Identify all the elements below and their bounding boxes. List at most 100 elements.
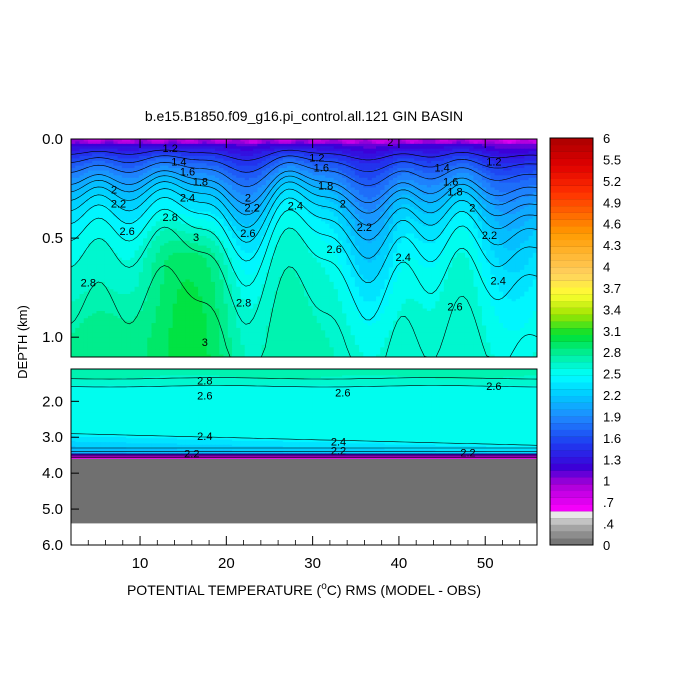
contour-label: 2.2: [184, 448, 199, 460]
colorbar-label: 0: [603, 538, 610, 553]
axes: 10 20 30 40 50 0.0 0.5 1.0 2.0 3.0 4.0 5.0 6.0: [42, 131, 538, 572]
contour-label: 1.2: [309, 153, 324, 165]
contour-label: 2.4: [180, 192, 195, 204]
chart-title: b.e15.B1850.f09_g16.pi_control.all.121 G…: [145, 108, 463, 124]
colorbar-swatch: [550, 246, 593, 254]
x-axis-label: POTENTIAL TEMPERATURE (oC) RMS (MODEL - …: [127, 581, 481, 598]
contour-label: 2.2: [331, 446, 346, 458]
colorbar-label: 2.8: [603, 345, 621, 360]
colorbar-label: 4.3: [603, 238, 621, 253]
contour-label: 2.6: [197, 391, 212, 403]
y-tick-label: 3.0: [42, 429, 63, 446]
contour-label: 2.6: [486, 381, 501, 393]
colorbar-swatch: [550, 165, 593, 173]
colorbar-swatch: [550, 422, 593, 430]
contour-label: 1.2: [163, 143, 178, 155]
colorbar-label: 1.9: [603, 410, 621, 425]
colorbar-swatch: [550, 253, 593, 261]
colorbar-swatch: [550, 287, 593, 295]
colorbar-swatch: [550, 219, 593, 227]
contour-label: 1.4: [434, 163, 449, 175]
colorbar-label: 1: [603, 474, 610, 489]
colorbar-swatch: [550, 199, 593, 207]
colorbar-swatch: [550, 538, 593, 546]
contour-label: 2.6: [327, 244, 342, 256]
colorbar-label: 4.6: [603, 217, 621, 232]
upper-panel: 1.21.41.61.822.2 2.42.82.6 322.22.62.42.82…: [70, 137, 538, 358]
colorbar-swatch: [550, 232, 593, 241]
contour-label: 2.2: [111, 198, 126, 210]
contour-label: 2.4: [331, 437, 346, 449]
colorbar-swatch: [550, 477, 593, 485]
land-mask: [71, 458, 537, 524]
contour-label: 1.2: [486, 157, 501, 169]
colorbar-swatch: [550, 260, 593, 268]
colorbar-swatch: [550, 409, 593, 417]
contour-label: 2: [469, 202, 475, 214]
colorbar-label: 4.9: [603, 195, 621, 210]
colorbar-swatch: [550, 416, 593, 424]
y-tick-label: 6.0: [42, 537, 63, 554]
y-tick-label: 5.0: [42, 501, 63, 518]
colorbar-swatch: [550, 300, 593, 308]
colorbar-swatch: [550, 388, 593, 397]
colorbar-swatch: [550, 280, 593, 288]
colorbar-label: 3.4: [603, 302, 621, 317]
colorbar-label: 6: [603, 131, 610, 146]
colorbar-swatch: [550, 463, 593, 471]
contour-label: 3: [193, 232, 199, 244]
colorbar-label: 5.5: [603, 152, 621, 167]
contour-label: 2: [111, 184, 117, 196]
colorbar-swatch: [550, 531, 593, 539]
contour-label: 1.6: [443, 177, 458, 189]
colorbar-swatch: [550, 138, 593, 146]
colorbar-swatch: [550, 504, 593, 512]
colorbar-swatch: [550, 436, 593, 444]
colorbar-label: .7: [603, 495, 614, 510]
colorbar-swatch: [550, 212, 593, 220]
x-axis-label-start: POTENTIAL TEMPERATURE (: [127, 582, 322, 598]
x-tick-label: 30: [304, 555, 321, 572]
contour-label: 2.8: [197, 376, 212, 388]
contour-label: 2.8: [81, 278, 96, 290]
contour-label: 2.6: [240, 228, 255, 240]
colorbar-swatch: [550, 456, 593, 464]
colorbar-swatch: [550, 348, 593, 356]
colorbar-swatch: [550, 314, 593, 322]
colorbar-swatch: [550, 266, 593, 274]
colorbar-swatch: [550, 239, 593, 247]
contour-label: 1.8: [193, 177, 208, 189]
contour-label: 2.6: [119, 226, 134, 238]
colorbar-swatch: [550, 144, 593, 152]
y-tick-label: 4.0: [42, 465, 63, 482]
colorbar-label: 2.2: [603, 388, 621, 403]
contour-label: 2.6: [335, 387, 350, 399]
contour-label: 2.2: [245, 202, 260, 214]
colorbar-swatch: [550, 192, 593, 200]
colorbar-swatch: [550, 151, 593, 159]
y-tick-label: 2.0: [42, 393, 63, 410]
y-tick-label: 0.5: [42, 230, 63, 247]
colorbar-label: .4: [603, 517, 614, 532]
y-tick-label: 1.0: [42, 329, 63, 346]
x-axis-label-superscript: o: [321, 581, 327, 592]
colorbar-swatch: [550, 178, 593, 186]
colorbar-label: 2.5: [603, 367, 621, 382]
colorbar-swatch: [550, 273, 593, 281]
below-land-fill: [71, 523, 537, 545]
y-tick-label: 0.0: [42, 131, 63, 148]
colorbar-swatch: [550, 334, 593, 342]
colorbar-swatch: [550, 321, 593, 329]
colorbar-legend: 6 5.5 5.2 4.9 4.6 4.3 4 3.7 3.4 3.1 2.8 2.5 2.2 1.9 1.…: [549, 131, 621, 553]
contour-label: 1.8: [447, 186, 462, 198]
colorbar-swatch: [550, 361, 593, 369]
colorbar-swatch: [550, 429, 593, 437]
colorbar-swatch: [550, 517, 593, 525]
contour-label: 2.4: [396, 252, 411, 264]
contour-label: 2.2: [460, 447, 475, 459]
contour-label: 2: [245, 192, 251, 204]
x-tick-label: 40: [391, 555, 408, 572]
colorbar-swatch: [550, 307, 593, 315]
colorbar-swatch: [550, 171, 593, 179]
colorbar-swatch: [550, 490, 593, 498]
